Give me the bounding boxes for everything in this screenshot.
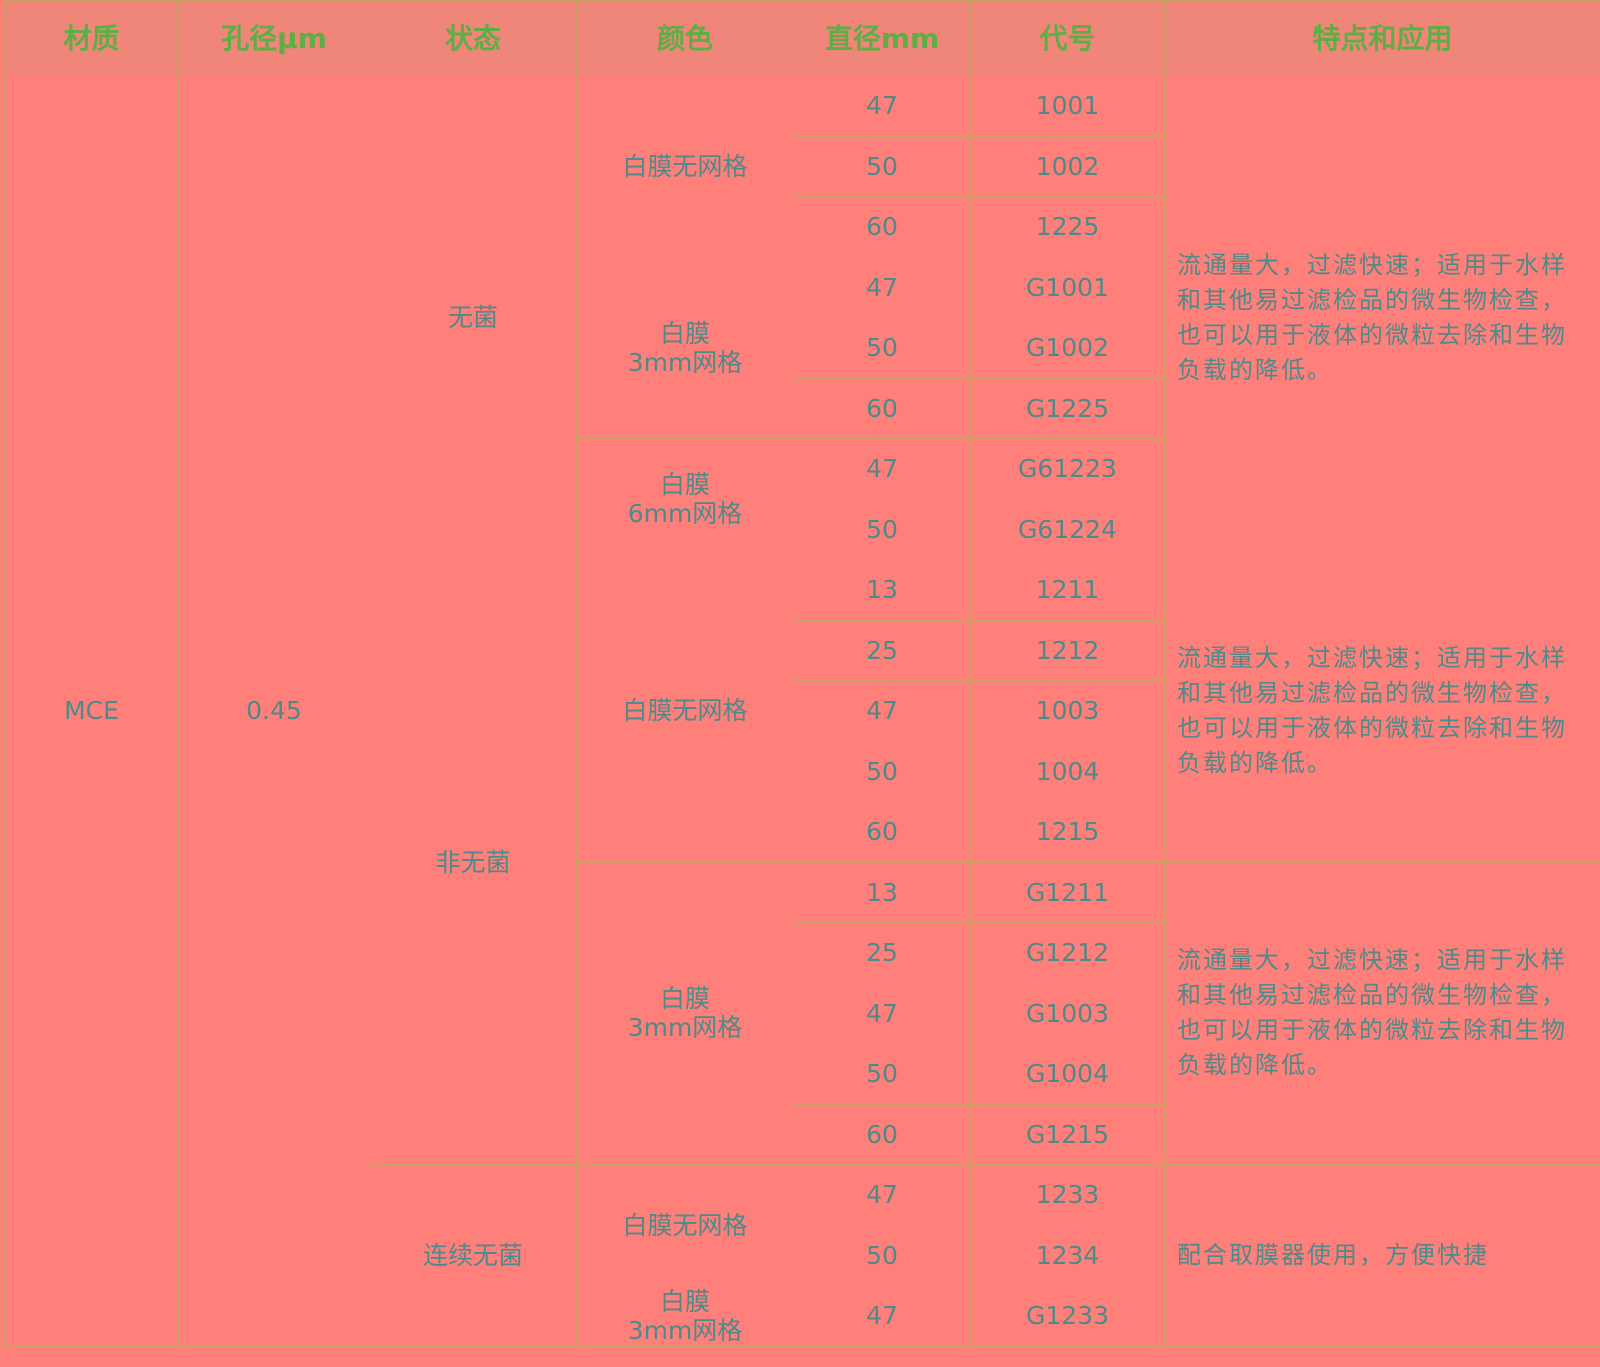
color-cell: 白膜无网格 [576,559,794,863]
diameter-cell: 50 [793,135,971,197]
code-cell: 1225 [970,196,1165,258]
code-cell: 1001 [970,75,1165,137]
diameter-cell: 13 [793,861,971,923]
state-cell: 无菌 [369,75,577,560]
color-cell: 白膜无网格 [576,1164,794,1286]
code-cell: 1212 [970,619,1165,681]
color-cell: 白膜 3mm网格 [576,1285,794,1347]
diameter-cell: 47 [793,680,971,742]
table-row: 50 G1002 [5,317,1600,379]
description-cell: 流通量大，过滤快速；适用于水样和其他易过滤检品的微生物检查，也可以用于液体的微粒… [1164,861,1600,1165]
product-spec-table: 材质 孔径μm 状态 颜色 直径mm 代号 特点和应用 MCE 0.45 无菌 白膜无网格 47 10… [4,0,1600,1347]
header-state: 状态 [369,0,577,76]
code-cell: 1211 [970,559,1165,621]
table-row: 50 1234 [5,1224,1600,1286]
table-row: 60 G1225 [5,377,1600,439]
code-cell: G1001 [970,256,1165,318]
table-row: 60 1225 [5,196,1600,258]
code-cell: G1211 [970,861,1165,923]
table-row: 50 1002 [5,135,1600,197]
code-cell: 1234 [970,1224,1165,1286]
description-cell: 流通量大，过滤快速；适用于水样和其他易过滤检品的微生物检查，也可以用于液体的微粒… [1164,75,1600,560]
code-cell: G1233 [970,1285,1165,1347]
state-cell: 非无菌 [369,559,577,1165]
diameter-cell: 47 [793,1164,971,1226]
diameter-cell: 60 [793,1103,971,1165]
table-row: 白膜 3mm网格 47 G1001 [5,256,1600,439]
code-cell: G1225 [970,377,1165,439]
color-cell: 白膜 3mm网格 [576,861,794,1165]
color-cell: 白膜 6mm网格 [576,438,794,560]
description-cell: 流通量大，过滤快速；适用于水样和其他易过滤检品的微生物检查，也可以用于液体的微粒… [1164,559,1600,863]
diameter-cell: 47 [793,982,971,1044]
diameter-cell: 50 [793,1043,971,1105]
table-row: 连续无菌 白膜无网格 47 1233 配合取膜器使用，方便快捷 [5,1164,1600,1347]
code-cell: 1003 [970,680,1165,742]
table-row: MCE 0.45 无菌 白膜无网格 47 1001 流通量大，过滤快速；适用于水样和其他易过… [4,75,1600,1347]
table-row: 25 G1212 [5,922,1600,984]
diameter-cell: 60 [793,196,971,258]
diameter-cell: 60 [793,801,971,863]
table-row: 60 G1215 [5,1103,1600,1165]
description-cell: 配合取膜器使用，方便快捷 [1164,1164,1600,1347]
header-material: 材质 [4,0,179,76]
diameter-cell: 50 [793,1224,971,1286]
state-cell: 连续无菌 [369,1164,577,1347]
diameter-cell: 50 [793,498,971,560]
diameter-cell: 47 [793,438,971,500]
code-cell: G61223 [970,438,1165,500]
table-row: 非无菌 白膜无网格 13 1211 流通量大，过滤快速；适用于水样和其他易过滤检品的微生… [5,559,1600,1165]
header-code: 代号 [970,0,1165,76]
code-cell: G1002 [970,317,1165,379]
header-color: 颜色 [576,0,794,76]
code-cell: G1215 [970,1103,1165,1165]
table-row: 47 1003 [5,680,1600,742]
diameter-cell: 50 [793,317,971,379]
table-row: 白膜 3mm网格 13 G1211 流通量大，过滤快速；适用于水样和其他易过滤检品的微… [5,861,1600,1165]
material-cell: MCE [4,75,179,1347]
code-cell: G1212 [970,922,1165,984]
color-cell: 白膜 3mm网格 [576,256,794,439]
diameter-cell: 47 [793,1285,971,1347]
code-cell: 1004 [970,740,1165,802]
table-row: 白膜 6mm网格 47 G61223 [5,438,1600,560]
table-row: 25 1212 [5,619,1600,681]
pore-size-cell: 0.45 [178,75,370,1347]
diameter-cell: 60 [793,377,971,439]
color-cell: 白膜无网格 [576,75,794,258]
diameter-cell: 25 [793,619,971,681]
code-cell: 1215 [970,801,1165,863]
diameter-cell: 47 [793,75,971,137]
header-features: 特点和应用 [1164,0,1600,76]
code-cell: G1003 [970,982,1165,1044]
code-cell: G1004 [970,1043,1165,1105]
header-row: 材质 孔径μm 状态 颜色 直径mm 代号 特点和应用 [4,0,1600,76]
code-cell: G61224 [970,498,1165,560]
table-row: 50 G61224 [5,498,1600,560]
table-row: 50 G1004 [5,1043,1600,1105]
code-cell: 1002 [970,135,1165,197]
table-row: 白膜 3mm网格 47 G1233 [5,1285,1600,1347]
diameter-cell: 47 [793,256,971,318]
diameter-cell: 25 [793,922,971,984]
table-row: 60 1215 [5,801,1600,863]
header-diameter: 直径mm [793,0,971,76]
diameter-cell: 13 [793,559,971,621]
header-pore-size: 孔径μm [178,0,370,76]
code-cell: 1233 [970,1164,1165,1226]
diameter-cell: 50 [793,740,971,802]
